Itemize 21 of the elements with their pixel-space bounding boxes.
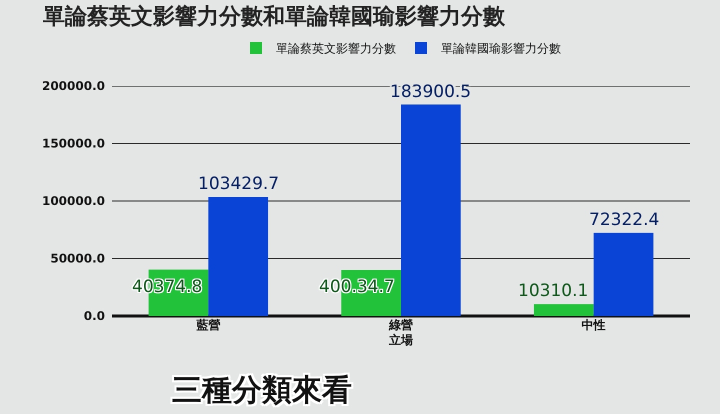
legend-label: 單論蔡英文影響力分數 xyxy=(276,42,396,56)
data-label: 103429.7 xyxy=(198,174,280,194)
x-axis-title: 立場 xyxy=(388,332,413,347)
data-label: 72322.4 xyxy=(589,210,660,230)
y-tick-label: 100000.0 xyxy=(42,194,105,208)
y-tick-label: 150000.0 xyxy=(42,136,105,151)
bar xyxy=(401,104,461,316)
data-label: 183900.5 xyxy=(390,82,472,102)
y-tick-label: 200000.0 xyxy=(42,79,105,94)
bar xyxy=(594,232,654,316)
y-tick-label: 50000.0 xyxy=(50,252,105,266)
y-tick-label: 0.0 xyxy=(84,309,105,324)
bar xyxy=(208,197,268,316)
x-tick-label: 中性 xyxy=(582,318,606,332)
bar xyxy=(534,304,594,316)
legend-label: 單論韓國瑜影響力分數 xyxy=(441,42,561,56)
text: 三種分類來看 xyxy=(172,373,352,408)
data-label: 10310.1 xyxy=(518,281,588,301)
x-tick-label: 綠營 xyxy=(388,318,413,332)
x-tick-label: 藍營 xyxy=(195,318,220,332)
chart-title: 單論蔡英文影響力分數和單論韓國瑜影響力分數 xyxy=(42,3,506,30)
